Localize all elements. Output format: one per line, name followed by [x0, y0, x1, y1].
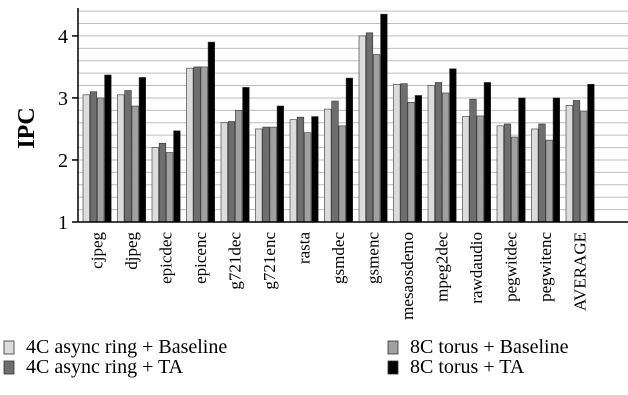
x-category-label: g721dec — [225, 232, 244, 290]
x-category-label: rawdaudio — [467, 232, 486, 304]
bar-AVERAGE-series-3 — [587, 83, 595, 223]
y-tick-label: 4 — [58, 26, 68, 48]
bar-g721enc-series-2 — [269, 126, 277, 223]
x-category-label: mesaosdemo — [398, 232, 417, 320]
legend-label: 8C torus + TA — [410, 356, 525, 378]
x-category-label: AVERAGE — [570, 232, 589, 311]
y-tick-label: 3 — [58, 88, 68, 110]
bar-epicdec-series-3 — [173, 130, 181, 223]
bar-gsmdec-series-0 — [324, 108, 332, 223]
bar-cjpeg-series-2 — [97, 97, 105, 223]
x-category-label: rasta — [294, 232, 313, 265]
x-category-labels: cjpeg djpeg epicdec epicenc g721dec g721enc ra… — [87, 232, 589, 320]
axes — [77, 8, 628, 223]
x-category-label: epicdec — [156, 232, 175, 284]
bar-djpeg-series-2 — [131, 105, 139, 223]
bar-rawdaudio-series-1 — [469, 98, 477, 223]
bars — [82, 13, 595, 223]
bar-epicenc-series-1 — [193, 66, 201, 223]
x-category-label: gsmenc — [363, 232, 382, 284]
bar-pegwitenc-series-1 — [538, 123, 546, 223]
y-tick-label: 1 — [58, 212, 68, 234]
bar-djpeg-series-1 — [124, 90, 132, 223]
bar-g721dec-series-3 — [242, 87, 250, 223]
legend-label: 4C async ring + TA — [26, 356, 184, 378]
legend-swatch — [3, 360, 15, 375]
bar-epicdec-series-1 — [158, 142, 167, 223]
bar-g721dec-series-2 — [235, 110, 243, 223]
legend-swatch — [387, 340, 399, 355]
bar-AVERAGE-series-0 — [565, 105, 573, 223]
bar-pegwitenc-series-0 — [531, 128, 539, 223]
bar-pegwitdec-series-3 — [518, 97, 526, 223]
bar-mesaosdemo-series-1 — [400, 83, 408, 223]
bar-AVERAGE-series-1 — [572, 100, 581, 223]
bar-g721enc-series-3 — [276, 105, 285, 223]
bar-djpeg-series-0 — [117, 94, 125, 223]
y-axis-label: IPC — [14, 107, 40, 148]
bar-epicenc-series-0 — [186, 67, 194, 223]
bar-pegwitdec-series-0 — [496, 125, 504, 223]
bar-rawdaudio-series-2 — [476, 115, 484, 223]
bar-pegwitenc-series-3 — [552, 97, 560, 223]
bar-pegwitdec-series-1 — [503, 123, 512, 223]
bar-epicdec-series-2 — [166, 152, 174, 223]
bar-g721enc-series-1 — [262, 126, 270, 223]
bar-djpeg-series-3 — [138, 77, 147, 223]
bar-gsmdec-series-1 — [331, 100, 339, 223]
bar-mpeg2dec-series-0 — [427, 85, 435, 223]
bar-mesaosdemo-series-2 — [407, 101, 415, 223]
bar-rasta-series-3 — [311, 116, 319, 223]
bar-gsmenc-series-1 — [365, 32, 374, 223]
bar-cjpeg-series-0 — [82, 94, 90, 223]
x-category-label: cjpeg — [87, 232, 106, 269]
bar-mpeg2dec-series-2 — [442, 92, 450, 223]
x-category-label: djpeg — [122, 232, 141, 270]
bar-pegwitdec-series-2 — [511, 136, 519, 223]
bar-mpeg2dec-series-1 — [434, 82, 443, 223]
bar-mesaosdemo-series-3 — [414, 95, 423, 223]
bar-g721dec-series-0 — [220, 122, 228, 223]
x-category-label: gsmdec — [329, 232, 348, 284]
x-category-label: pegwitdec — [501, 232, 520, 302]
bar-gsmenc-series-0 — [358, 35, 366, 223]
bar-cjpeg-series-1 — [89, 91, 98, 223]
bar-gsmdec-series-3 — [345, 77, 354, 223]
bar-epicenc-series-2 — [200, 66, 208, 223]
bar-gsmenc-series-3 — [380, 13, 388, 223]
bar-g721dec-series-1 — [227, 121, 236, 223]
bar-gsmdec-series-2 — [338, 125, 346, 223]
legend-swatch — [387, 360, 399, 375]
bar-g721enc-series-0 — [255, 128, 263, 223]
bar-rasta-series-0 — [289, 119, 297, 223]
bar-cjpeg-series-3 — [104, 74, 112, 223]
bar-rasta-series-1 — [296, 116, 305, 223]
x-category-label: mpeg2dec — [432, 232, 451, 302]
bar-mpeg2dec-series-3 — [449, 68, 457, 223]
legend-swatch — [3, 340, 15, 355]
x-category-label: pegwitenc — [536, 232, 555, 302]
bar-gsmenc-series-2 — [373, 54, 381, 223]
y-ticks: 1 2 3 4 — [58, 26, 78, 234]
y-tick-label: 2 — [58, 150, 68, 172]
bar-rawdaudio-series-0 — [462, 116, 470, 223]
bar-epicenc-series-3 — [207, 41, 216, 223]
legend-label: 8C torus + Baseline — [410, 336, 569, 358]
bar-epicdec-series-0 — [151, 147, 159, 223]
bar-rasta-series-2 — [304, 132, 312, 223]
bar-AVERAGE-series-2 — [580, 111, 588, 223]
bar-pegwitenc-series-2 — [545, 139, 553, 223]
bar-rawdaudio-series-3 — [483, 82, 492, 223]
x-category-label: epicenc — [191, 232, 210, 284]
legend-label: 4C async ring + Baseline — [26, 336, 227, 358]
x-category-label: g721enc — [260, 232, 279, 290]
bar-mesaosdemo-series-0 — [393, 83, 401, 223]
